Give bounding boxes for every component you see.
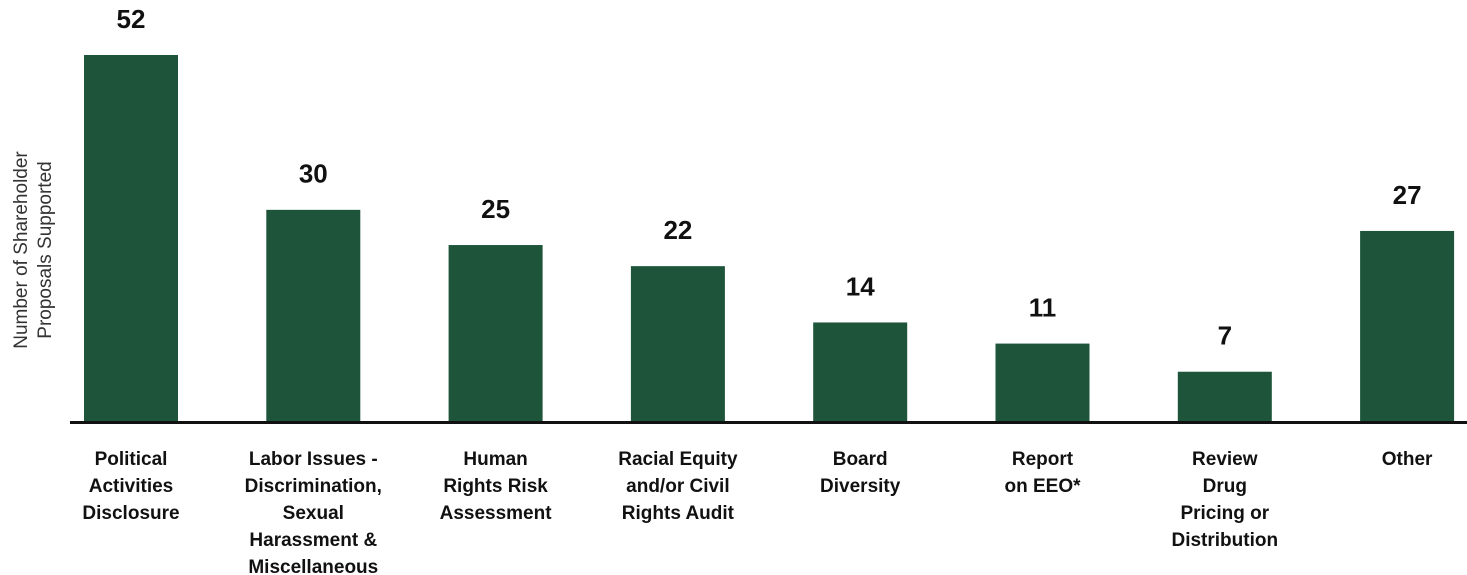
value-label: 11 <box>1029 292 1057 322</box>
bar <box>630 266 725 421</box>
x-tick-label: Board Diversity <box>820 449 901 497</box>
x-tick-label: Review Drug Pricing or Distribution <box>1171 449 1279 551</box>
bar <box>995 343 1090 421</box>
bar <box>84 55 178 421</box>
value-label: 14 <box>846 271 875 301</box>
value-label: 22 <box>663 215 692 245</box>
bar <box>1177 371 1272 421</box>
bar <box>448 245 543 421</box>
x-tick-label: Report on EEO* <box>1004 449 1081 497</box>
value-label: 7 <box>1218 321 1232 351</box>
x-tick-label: Labor Issues - Discrimination, Sexual Ha… <box>244 449 382 575</box>
x-tick-label: Political Activities Disclosure <box>82 449 180 524</box>
value-label: 27 <box>1393 180 1422 210</box>
x-tick-label: Human Rights Risk Assessment <box>439 449 552 524</box>
value-label: 25 <box>481 194 510 224</box>
value-label: 52 <box>117 4 146 34</box>
bar <box>266 209 361 421</box>
value-label: 30 <box>299 159 328 189</box>
x-tick-label: Racial Equity and/or Civil Rights Audit <box>618 449 738 524</box>
x-tick-label: Other <box>1381 449 1433 470</box>
bar <box>813 322 908 421</box>
bar <box>1360 230 1455 421</box>
y-axis-label: Number of Shareholder Proposals Supporte… <box>11 151 56 349</box>
